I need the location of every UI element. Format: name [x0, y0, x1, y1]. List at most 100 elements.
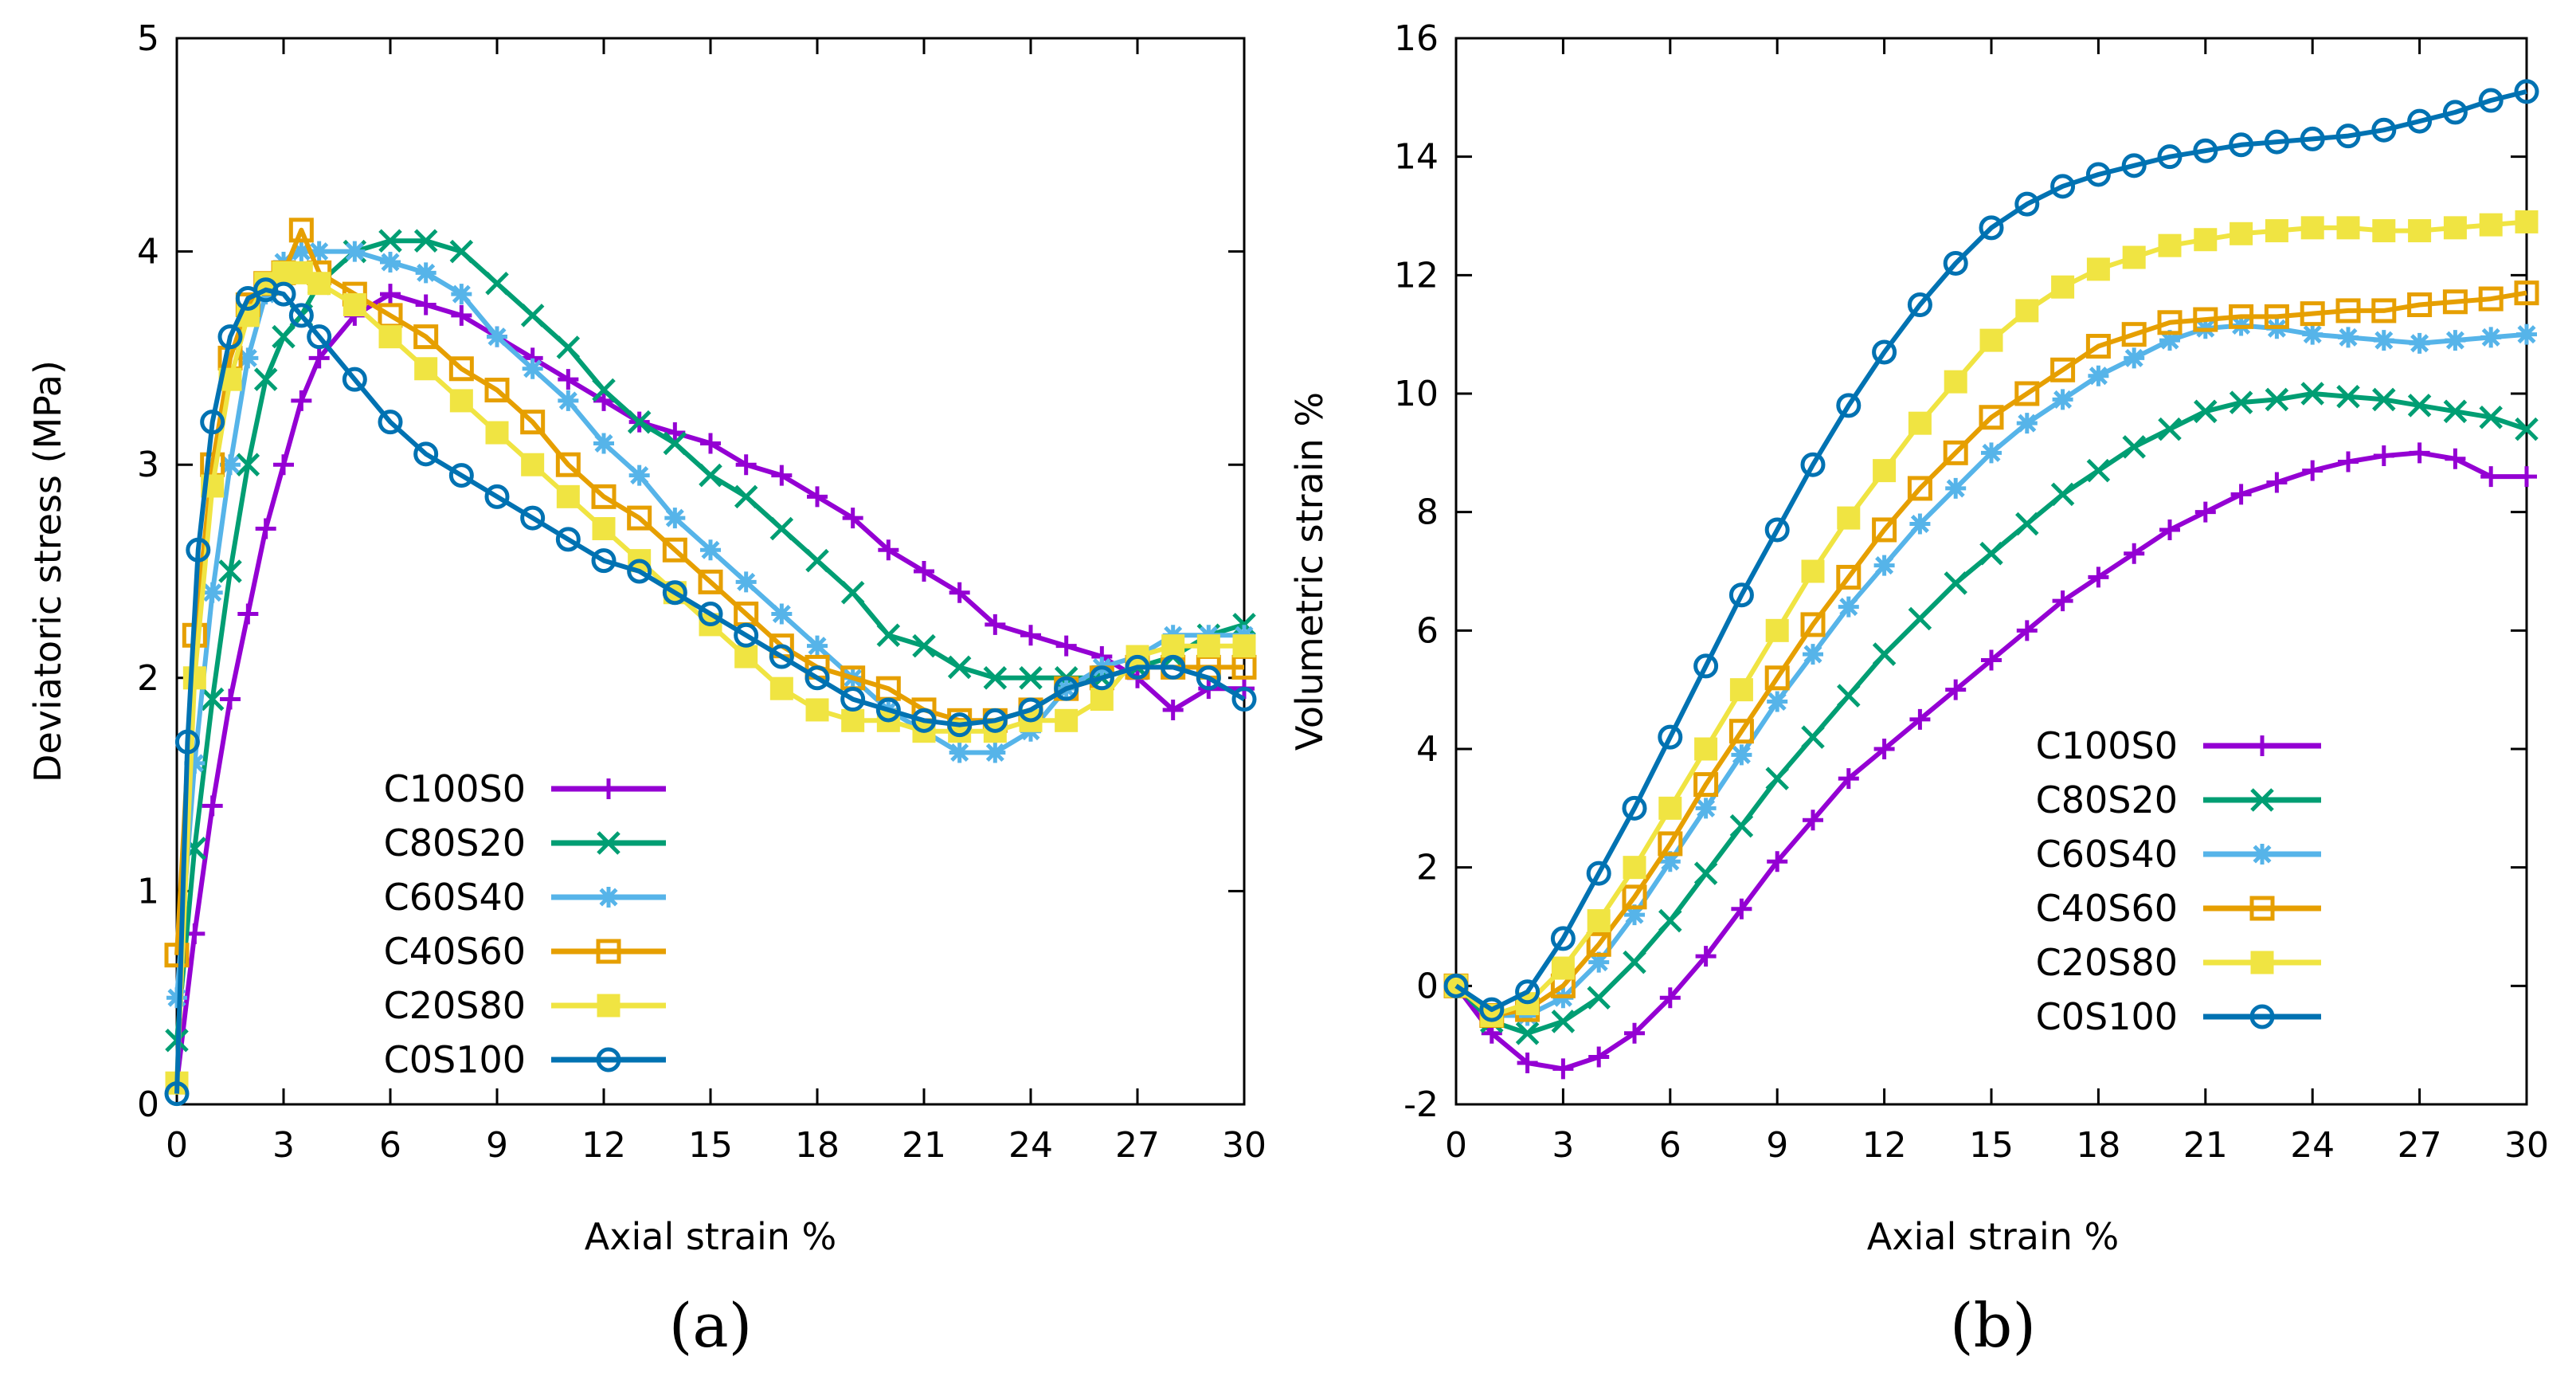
- panel-b-data-point-C60S40: [2338, 327, 2359, 348]
- panel-a-data-point-C0S100: [186, 537, 211, 563]
- panel-b-data-point-C100S0: [1588, 1046, 1610, 1068]
- panel-a-data-point-C80S20: [378, 229, 402, 253]
- panel-b-data-point-C60S40: [1945, 477, 1967, 499]
- panel-b-data-point-C40S60: [2085, 334, 2111, 359]
- panel-b-data-point-C80S20: [1693, 861, 1718, 885]
- panel-b-data-point-C40S60: [1800, 612, 1826, 637]
- panel-a-data-point-C100S0: [1020, 625, 1041, 646]
- panel-a-data-point-C60S40: [735, 571, 757, 593]
- panel-b-data-point-C80S20: [2050, 482, 2075, 507]
- panel-b-y-tick-label: 2: [1416, 848, 1439, 888]
- panel-b-data-point-C0S100: [2335, 124, 2361, 149]
- panel-a-legend-marker-C40S60: [596, 939, 621, 964]
- panel-b-data-point-C60S40: [1909, 513, 1931, 535]
- panel-b-data-point-C0S100: [2085, 162, 2111, 187]
- panel-a-data-point-C100S0: [1055, 635, 1077, 657]
- panel-a-data-point-C80S20: [1019, 666, 1043, 690]
- panel-b-data-point-C60S40: [2445, 330, 2466, 351]
- panel-b-y-tick-label: 12: [1394, 255, 1439, 296]
- panel-b-data-point-C80S20: [1515, 1021, 1540, 1045]
- panel-a-data-point-C100S0: [558, 369, 579, 390]
- panel-b-data-point-C20S80: [2443, 216, 2467, 240]
- panel-b-data-point-C40S60: [2371, 298, 2397, 323]
- panel-a-data-point-C60S40: [237, 347, 259, 369]
- panel-b-x-tick-label: 15: [1969, 1125, 2014, 1166]
- panel-a-legend-label-C0S100: C0S100: [384, 1038, 526, 1081]
- panel-a-data-point-C100S0: [291, 390, 312, 411]
- panel-b-data-point-C60S40: [1695, 798, 1717, 819]
- panel-b-data-point-C60S40: [1624, 904, 1645, 926]
- panel-a-data-point-C0S100: [805, 665, 830, 691]
- panel-b-data-point-C40S60: [2442, 289, 2468, 315]
- panel-a-data-point-C60S40: [344, 241, 366, 262]
- panel-b-data-point-C40S60: [1728, 719, 1754, 744]
- panel-b-x-tick-label: 30: [2504, 1125, 2549, 1166]
- panel-a-data-point-C20S80: [1232, 634, 1256, 658]
- panel-b-data-point-C0S100: [1943, 250, 1968, 276]
- panel-a-x-tick-label: 0: [166, 1125, 188, 1166]
- panel-b-x-tick-label: 3: [1552, 1125, 1574, 1166]
- panel-b-data-point-C100S0: [2088, 567, 2109, 588]
- panel-b-data-point-C0S100: [1836, 393, 1862, 418]
- panel-a-legend-label-C20S80: C20S80: [384, 984, 526, 1027]
- panel-b-data-point-C20S80: [1979, 328, 2003, 352]
- panel-a-data-point-C0S100: [1018, 697, 1043, 723]
- panel-a-data-point-C80S20: [218, 559, 242, 583]
- panel-a-data-point-C60S40: [451, 284, 472, 305]
- panel-b-data-point-C100S0: [1659, 987, 1681, 1009]
- panel-a-data-point-C40S60: [627, 505, 652, 531]
- panel-b-data-point-C80S20: [1979, 541, 2003, 566]
- panel-b-data-point-C100S0: [1767, 851, 1788, 872]
- panel-b-data-point-C40S60: [2407, 292, 2433, 317]
- panel-a-data-point-C100S0: [949, 582, 970, 603]
- panel-b-data-point-C40S60: [1764, 665, 1790, 691]
- panel-b-data-point-C60S40: [2409, 332, 2430, 354]
- panel-a-series-line-C0S100: [174, 287, 1246, 1094]
- panel-a-data-point-C80S20: [912, 633, 936, 658]
- panel-b-data-point-C60S40: [1873, 555, 1895, 576]
- panel-b-volumetric-strain-chart: 0 3 6 9 12 15 18 21 24 27 30-20246810121416C100S0C…: [1288, 18, 2549, 1361]
- panel-b-data-point-C20S80: [1908, 411, 1932, 435]
- panel-b-data-point-C0S100: [2157, 144, 2183, 170]
- panel-a-data-point-C20S80: [378, 325, 402, 349]
- panel-a-data-point-C20S80: [769, 676, 793, 700]
- panel-a-y-tick-label: 4: [137, 232, 159, 273]
- panel-a-data-point-C60S40: [700, 539, 721, 561]
- panel-a-data-point-C0S100: [555, 527, 581, 552]
- panel-b-data-point-C60S40: [1767, 691, 1788, 712]
- panel-a-data-point-C0S100: [875, 697, 901, 723]
- panel-a-data-point-C80S20: [272, 324, 296, 349]
- panel-b-data-point-C20S80: [1587, 909, 1611, 933]
- panel-b-data-point-C80S20: [2086, 458, 2111, 483]
- panel-a-data-point-C20S80: [521, 453, 545, 476]
- panel-b-data-point-C20S80: [1837, 506, 1861, 530]
- panel-a-data-point-C20S80: [343, 293, 366, 316]
- panel-a-data-point-C60S40: [487, 326, 507, 347]
- panel-b-data-point-C100S0: [2516, 466, 2537, 488]
- panel-a-x-tick-label: 12: [581, 1125, 626, 1166]
- panel-b-data-point-C0S100: [1979, 215, 2004, 241]
- panel-b-legend-label-C40S60: C40S60: [2036, 887, 2178, 930]
- panel-b-data-point-C100S0: [1981, 649, 2002, 671]
- panel-b-data-point-C60S40: [1588, 951, 1610, 973]
- panel-a-data-point-C80S20: [556, 335, 581, 359]
- panel-a-data-point-C0S100: [1196, 665, 1221, 691]
- panel-b-data-point-C40S60: [2300, 301, 2325, 327]
- panel-a-data-point-C80S20: [734, 484, 758, 509]
- panel-a-x-tick-label: 6: [379, 1125, 401, 1166]
- panel-a-data-point-C20S80: [1161, 634, 1185, 658]
- panel-b-legend-marker-C40S60: [2249, 896, 2275, 921]
- panel-b-data-point-C100S0: [2194, 501, 2216, 523]
- panel-a-legend-label-C40S60: C40S60: [384, 930, 526, 973]
- panel-a-data-point-C100S0: [273, 454, 294, 476]
- panel-a-data-point-C100S0: [202, 795, 223, 817]
- panel-a-data-point-C20S80: [307, 272, 331, 296]
- panel-b-data-point-C100S0: [2373, 445, 2394, 467]
- panel-b-data-point-C100S0: [1838, 768, 1859, 790]
- panel-a-data-point-C0S100: [484, 484, 510, 509]
- panel-a-series-C80S20: [165, 229, 1256, 1053]
- panel-b-data-point-C40S60: [1979, 405, 2004, 430]
- panel-a-data-point-C0S100: [734, 622, 759, 648]
- panel-b-data-point-C40S60: [2335, 298, 2361, 323]
- panel-a-y-axis-title: Deviatoric stress (MPa): [26, 360, 69, 782]
